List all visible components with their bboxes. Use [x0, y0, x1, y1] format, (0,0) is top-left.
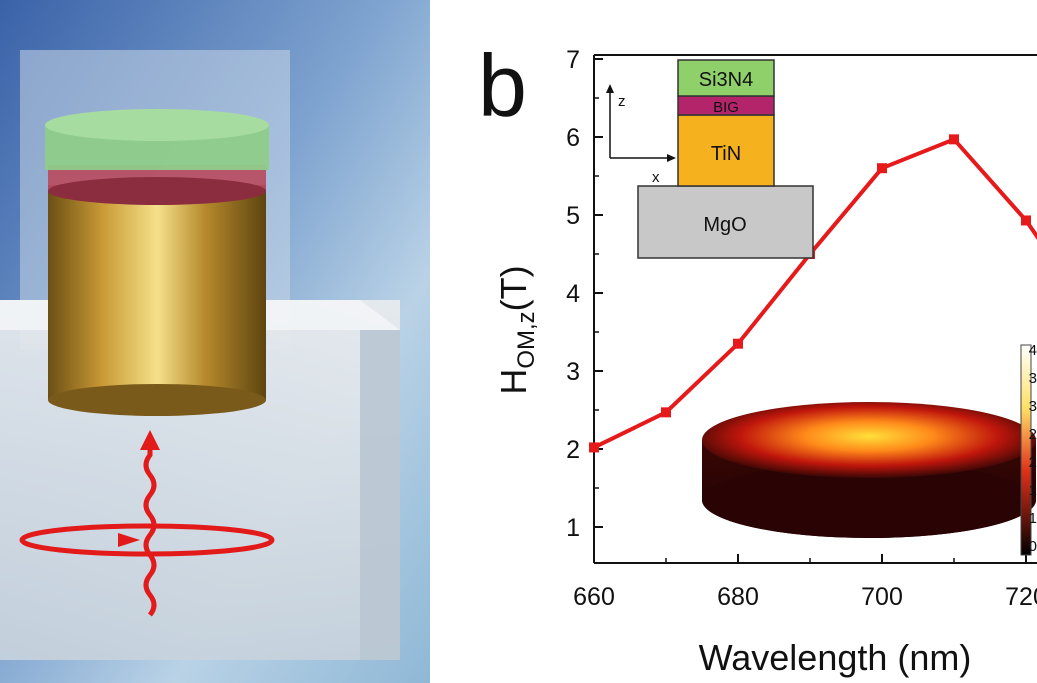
colorbar-tick-label: 3 [1029, 370, 1037, 387]
y-tick-label: 5 [566, 202, 580, 230]
tick-labels: 1 2 3 4 5 6 7 660 680 700 720 [566, 46, 1037, 611]
heatmap-disk-inset [702, 402, 1036, 538]
x-tick-label: 720 [1005, 583, 1037, 611]
y-tick-label: 4 [566, 280, 580, 308]
x-tick-label: 700 [861, 583, 903, 611]
colorbar-tick-label: 3 [1029, 398, 1037, 415]
big-label: BIG [713, 99, 739, 116]
mgo-label: MgO [703, 214, 746, 236]
y-tick-label: 1 [566, 514, 580, 542]
y-tick-label: 6 [566, 124, 580, 152]
line-chart: 1 2 3 4 5 6 7 660 680 700 720 4 3 3 2 2 1 1 0 MgO TiN BIG… [493, 46, 1037, 678]
data-point [877, 163, 887, 174]
colorbar: 4 3 3 2 2 1 1 0 [1020, 342, 1037, 556]
y-tick-label: 3 [566, 358, 580, 386]
data-point [661, 407, 671, 418]
colorbar-tick-label: 0 [1029, 538, 1037, 555]
tin-label: TiN [711, 143, 741, 165]
data-point [949, 134, 959, 145]
z-axis-label: z [618, 93, 626, 110]
x-axis-inset-label: x [652, 169, 660, 186]
si3n4-label: Si3N4 [699, 69, 753, 91]
y-axis-title-subscript: OM,z [513, 311, 540, 368]
data-point [733, 338, 743, 349]
panel-letter: b [478, 36, 527, 135]
mgo-layer [637, 185, 814, 259]
y-axis-title-unit: (T) [493, 265, 534, 311]
colorbar-tick-label: 1 [1029, 482, 1037, 499]
si3n4-layer [677, 59, 775, 97]
axis-ticks [593, 58, 1027, 563]
data-point [589, 442, 599, 453]
y-tick-label: 7 [566, 46, 580, 74]
series-line [593, 136, 1037, 450]
y-tick-label: 2 [566, 436, 580, 464]
y-axis-title: HOM,z(T) [493, 265, 540, 394]
colorbar-tick-label: 4 [1029, 342, 1037, 359]
layer-stack-inset: MgO TiN BIG Si3N4 z x [606, 59, 814, 259]
colorbar-tick-label: 1 [1029, 510, 1037, 527]
y-axis-title-symbol: H [493, 369, 534, 395]
x-axis-title: Wavelength (nm) [699, 637, 972, 678]
x-tick-label: 660 [573, 583, 615, 611]
colorbar-tick-label: 2 [1029, 426, 1037, 443]
colorbar-tick-label: 2 [1029, 454, 1037, 471]
tin-layer [677, 114, 775, 187]
data-point [1021, 215, 1031, 226]
x-tick-label: 680 [717, 583, 759, 611]
nanodisk-illustration [0, 0, 430, 683]
